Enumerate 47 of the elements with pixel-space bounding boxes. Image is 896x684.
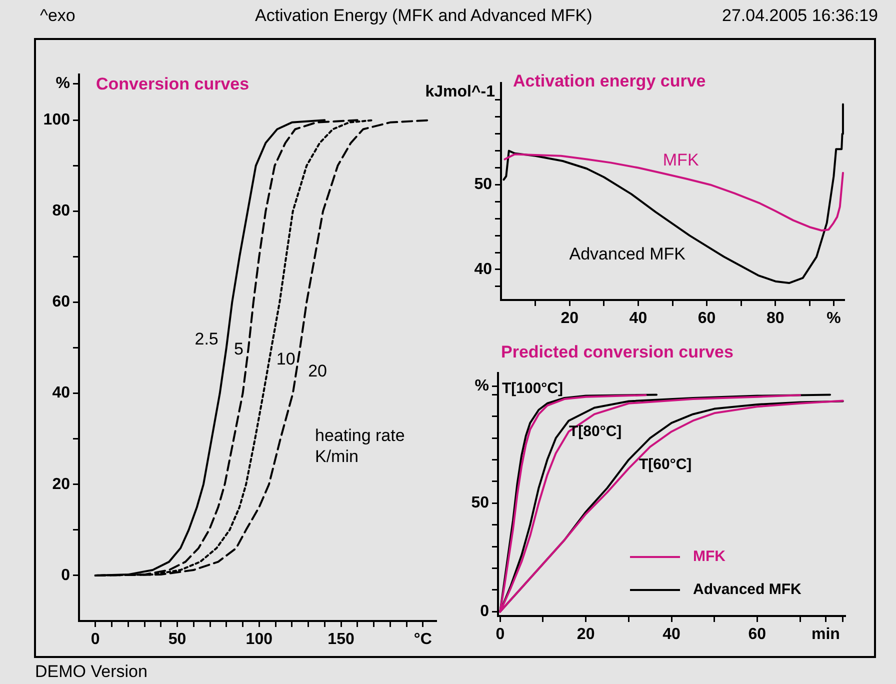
x-tick-label: 50 xyxy=(168,631,186,648)
x-tick-label: 0 xyxy=(496,626,505,644)
y-tick-label: 40 xyxy=(52,384,70,402)
y-axis-title: kJmol^-1 xyxy=(425,83,496,100)
series-label: Advanced MFK xyxy=(569,244,686,264)
y-tick-label: 20 xyxy=(52,476,70,493)
chart-title: Activation energy curve xyxy=(513,72,706,91)
chart-title: Predicted conversion curves xyxy=(501,342,734,362)
y-tick-label: % xyxy=(56,75,70,92)
y-tick-label: 50 xyxy=(471,494,490,512)
x-tick-label: °C xyxy=(414,631,432,648)
annotation: heating rate K/min xyxy=(315,425,406,467)
text: 27.04.2005 16:36:19 xyxy=(722,6,878,26)
x-tick-label: 60 xyxy=(748,626,766,644)
x-tick-label: 80 xyxy=(766,310,784,328)
legend-label: MFK xyxy=(693,548,726,566)
chart-title: Conversion curves xyxy=(96,74,250,94)
annotation: T[80°C] xyxy=(569,423,622,440)
x-tick-label: 150 xyxy=(328,631,354,648)
annotation: T[100°C] xyxy=(502,380,564,397)
y-tick-label: 0 xyxy=(61,566,70,584)
x-tick-label: % xyxy=(826,310,841,328)
x-tick-label: 60 xyxy=(698,310,716,328)
y-tick-label: % xyxy=(474,377,489,394)
text: Activation Energy (MFK and Advanced MFK) xyxy=(255,6,592,26)
x-tick-label: 100 xyxy=(246,631,273,648)
series-label: MFK xyxy=(662,150,700,170)
series-label: 5 xyxy=(234,339,244,358)
y-tick-label: 0 xyxy=(480,603,490,620)
legend-label: Advanced MFK xyxy=(693,581,802,598)
x-tick-label: min xyxy=(811,626,840,644)
x-tick-label: 20 xyxy=(560,310,579,328)
annotation: T[60°C] xyxy=(639,456,692,473)
x-tick-label: 0 xyxy=(90,631,100,648)
x-tick-label: 40 xyxy=(662,626,680,644)
y-tick-label: 50 xyxy=(474,176,492,194)
series-label: 2.5 xyxy=(194,329,218,348)
series-label: 10 xyxy=(276,349,296,368)
series-label: 20 xyxy=(308,361,327,380)
y-tick-label: 100 xyxy=(43,112,70,129)
text: DEMO Version xyxy=(35,662,148,682)
x-tick-label: 20 xyxy=(576,626,595,644)
y-tick-label: 60 xyxy=(52,294,70,311)
text: ^exo xyxy=(40,6,76,26)
x-tick-label: 40 xyxy=(629,310,648,328)
y-tick-label: 40 xyxy=(474,260,492,278)
y-tick-label: 80 xyxy=(52,202,70,220)
